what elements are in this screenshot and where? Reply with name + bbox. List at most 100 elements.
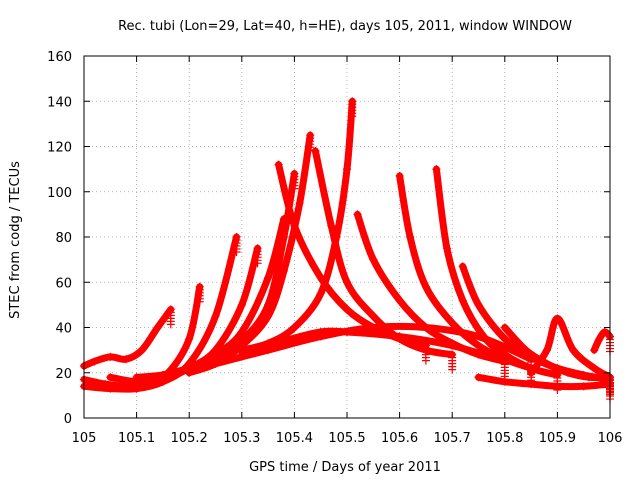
data-point (527, 380, 536, 389)
data-point (106, 384, 115, 393)
data-point (132, 373, 141, 382)
axis-ticks: 105 105.1 105.2 105.3 105.4 105.5 105.6 105.7 10… (47, 50, 622, 446)
y-tick-label: 40 (55, 322, 72, 337)
data-point (432, 165, 441, 174)
data-point (421, 323, 430, 332)
x-tick-label: 105.9 (539, 431, 576, 446)
data-point (369, 312, 378, 321)
x-tick-label: 105.1 (118, 431, 155, 446)
data-point (553, 382, 562, 391)
data-point (290, 221, 299, 230)
data-point (264, 273, 273, 282)
x-tick-label: 106 (598, 431, 623, 446)
data-point (458, 296, 467, 305)
y-tick-label: 100 (47, 186, 72, 201)
data-point (264, 312, 273, 321)
trace-line (590, 328, 614, 354)
data-point (106, 373, 115, 382)
data-point (90, 357, 99, 366)
x-tick-label: 105 (72, 431, 97, 446)
y-tick-label: 60 (55, 276, 72, 291)
x-tick-label: 105.8 (486, 431, 523, 446)
y-tick-label: 20 (55, 367, 72, 382)
data-point (290, 184, 299, 193)
data-point (316, 273, 325, 282)
data-point (274, 160, 283, 169)
data-point (122, 355, 131, 364)
data-point (500, 350, 509, 359)
data-point (590, 364, 599, 373)
data-point (316, 332, 325, 341)
data-point (521, 346, 530, 355)
data-point (474, 332, 483, 341)
data-point (395, 332, 404, 341)
data-point (185, 334, 194, 343)
data-point (442, 244, 451, 253)
x-tick-label: 105.7 (434, 431, 471, 446)
data-point (584, 373, 593, 382)
y-axis-label: STEC from codg / TECUs (8, 161, 23, 319)
x-tick-label: 105.5 (328, 431, 365, 446)
data-point (348, 112, 357, 121)
data-point (569, 346, 578, 355)
data-point (421, 356, 430, 365)
data-point (195, 297, 204, 306)
data-point (395, 171, 404, 180)
data-point (353, 210, 362, 219)
data-point (158, 371, 167, 380)
data-point (369, 255, 378, 264)
data-point (232, 248, 241, 256)
data-point (279, 266, 288, 275)
data-point (590, 346, 599, 355)
data-point (132, 384, 141, 393)
series-arc-1 (80, 305, 175, 370)
data-point (237, 328, 246, 337)
data-point (343, 305, 351, 314)
data-point (500, 334, 509, 343)
data-point (311, 147, 320, 156)
x-tick-label: 105.4 (276, 431, 313, 446)
data-point (343, 278, 351, 287)
data-point (563, 368, 572, 377)
data-point (474, 300, 483, 309)
data-point (553, 314, 562, 323)
y-tick-label: 160 (47, 50, 72, 65)
data-point (327, 221, 336, 230)
chart-title: Rec. tubi (Lon=29, Lat=40, h=HE), days 1… (118, 19, 572, 34)
data-point (343, 165, 351, 174)
data-point (137, 346, 146, 355)
data-point (500, 323, 509, 332)
trace-line (527, 314, 614, 381)
data-point (153, 323, 162, 332)
y-tick-label: 0 (64, 412, 72, 427)
series-arc-5 (132, 214, 288, 382)
data-point (542, 359, 551, 368)
data-point (406, 233, 415, 241)
x-tick-label: 105.3 (223, 431, 260, 446)
data-point (458, 262, 467, 271)
data-point (395, 296, 404, 305)
data-point (369, 323, 378, 332)
y-tick-label: 140 (47, 95, 72, 110)
data-point (166, 320, 175, 329)
data-point (211, 359, 220, 368)
series-arc-3 (80, 233, 241, 393)
y-tick-label: 80 (55, 231, 72, 246)
data-point (474, 373, 483, 382)
data-point (448, 341, 457, 350)
data-point (279, 233, 288, 241)
data-point (264, 346, 273, 355)
trace-line (80, 305, 175, 370)
x-tick-label: 105.6 (381, 431, 418, 446)
data-point (579, 382, 588, 391)
data-point (316, 289, 325, 298)
data-point (448, 365, 457, 374)
data-point (253, 259, 262, 268)
data-point (448, 318, 457, 327)
data-series (80, 97, 614, 404)
data-point (185, 368, 194, 377)
data-point (211, 312, 220, 321)
data-point (421, 282, 430, 291)
data-point (106, 352, 115, 361)
